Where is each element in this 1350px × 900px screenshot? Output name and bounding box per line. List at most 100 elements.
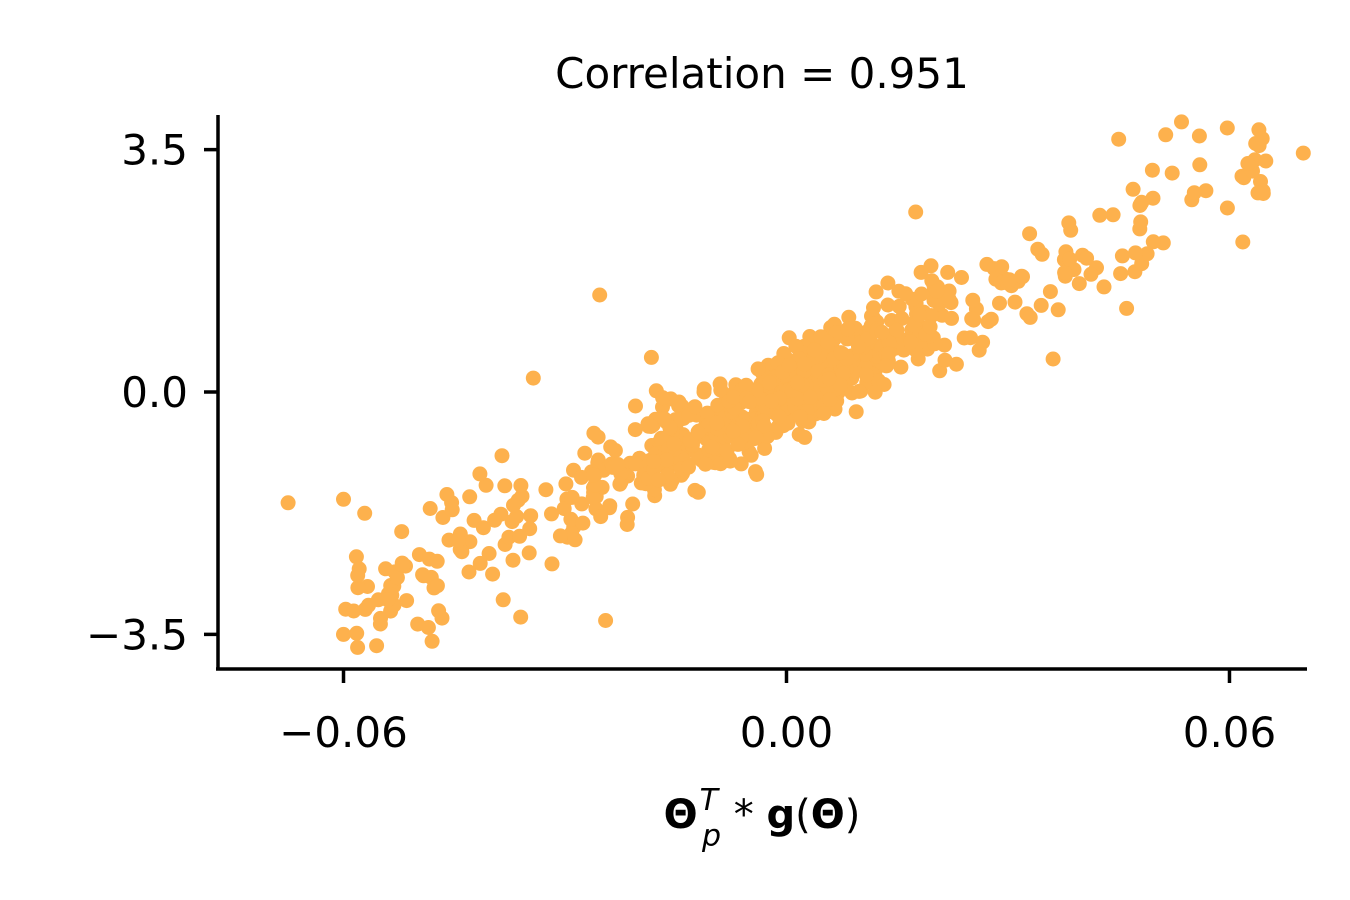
scatter-point bbox=[357, 505, 373, 521]
scatter-point bbox=[1119, 300, 1135, 316]
scatter-point bbox=[802, 389, 818, 405]
scatter-point bbox=[941, 291, 957, 307]
scatter-point bbox=[790, 375, 805, 391]
scatter-point bbox=[472, 555, 488, 571]
scatter-point bbox=[475, 520, 491, 536]
scatter-point bbox=[1186, 185, 1202, 201]
scatter-point bbox=[544, 506, 559, 522]
scatter-point bbox=[1125, 181, 1141, 197]
x-tick-label: 0.06 bbox=[1183, 708, 1277, 757]
scatter-point bbox=[924, 308, 939, 324]
scatter-point bbox=[914, 286, 929, 302]
scatter-point bbox=[1158, 127, 1174, 143]
scatter-point bbox=[592, 287, 608, 303]
x-ticks: −0.06 0.00 0.06 bbox=[279, 669, 1276, 757]
scatter-point bbox=[874, 324, 890, 340]
scatter-point bbox=[336, 491, 351, 507]
scatter-point bbox=[501, 529, 517, 545]
scatter-point bbox=[738, 377, 754, 393]
scatter-point bbox=[944, 310, 959, 326]
scatter-point bbox=[461, 564, 477, 580]
scatter-point bbox=[1219, 120, 1235, 136]
x-axis-label: ΘT p * g(Θ) bbox=[664, 783, 861, 854]
scatter-point bbox=[429, 578, 445, 594]
x-label-func: g bbox=[766, 792, 795, 838]
scatter-point bbox=[1114, 248, 1130, 264]
scatter-point bbox=[1042, 284, 1058, 300]
scatter-point bbox=[965, 292, 981, 308]
scatter-point bbox=[743, 447, 759, 463]
scatter-point bbox=[833, 345, 849, 361]
scatter-point bbox=[741, 394, 757, 410]
scatter-point bbox=[552, 528, 568, 544]
x-label-close-paren: ) bbox=[845, 792, 861, 838]
scatter-point bbox=[867, 384, 883, 400]
scatter-point bbox=[719, 443, 735, 459]
scatter-point bbox=[748, 429, 764, 445]
scatter-point bbox=[625, 496, 641, 512]
scatter-point bbox=[538, 482, 554, 498]
scatter-point bbox=[893, 359, 909, 375]
chart-title: Correlation = 0.951 bbox=[555, 49, 969, 98]
y-tick-label: 0.0 bbox=[121, 368, 188, 417]
scatter-point bbox=[586, 425, 602, 441]
scatter-point bbox=[713, 382, 729, 398]
scatter-point bbox=[372, 616, 388, 632]
scatter-point bbox=[450, 532, 466, 548]
scatter-point bbox=[696, 384, 712, 400]
scatter-point bbox=[1219, 200, 1235, 216]
scatter-point bbox=[1250, 185, 1266, 201]
scatter-point bbox=[602, 498, 618, 514]
scatter-point bbox=[1014, 268, 1030, 284]
scatter-point bbox=[1022, 309, 1038, 325]
scatter-point bbox=[389, 570, 405, 586]
scatter-point bbox=[690, 424, 706, 440]
scatter-point bbox=[929, 283, 945, 299]
x-label-operator: * bbox=[721, 792, 766, 838]
scatter-point bbox=[563, 511, 579, 527]
scatter-point bbox=[1240, 156, 1256, 171]
scatter-point bbox=[822, 392, 838, 407]
scatter-point bbox=[851, 339, 866, 355]
scatter-point bbox=[796, 356, 812, 372]
scatter-point bbox=[922, 319, 938, 335]
scatter-point bbox=[1083, 266, 1099, 282]
scatter-point bbox=[1145, 234, 1161, 250]
scatter-point bbox=[643, 419, 659, 434]
scatter-point bbox=[1235, 234, 1251, 250]
scatter-point bbox=[544, 556, 560, 572]
scatter-point bbox=[350, 639, 366, 655]
scatter-point bbox=[380, 592, 396, 608]
scatter-point bbox=[903, 334, 919, 350]
scatter-point bbox=[912, 307, 927, 323]
scatter-point bbox=[651, 472, 667, 488]
scatter-point bbox=[704, 439, 720, 455]
scatter-point bbox=[1022, 226, 1038, 242]
scatter-point bbox=[690, 484, 706, 500]
scatter-point bbox=[697, 456, 713, 472]
scatter-point bbox=[434, 610, 450, 626]
x-tick-label: 0.00 bbox=[740, 708, 834, 757]
scatter-point bbox=[567, 532, 583, 548]
scatter-point bbox=[687, 399, 703, 415]
scatter-point bbox=[681, 459, 696, 475]
scatter-point bbox=[575, 515, 591, 531]
x-label-arg: Θ bbox=[811, 792, 845, 838]
scatter-point bbox=[429, 553, 445, 569]
scatter-point bbox=[1057, 265, 1073, 281]
scatter-point bbox=[336, 626, 351, 642]
scatter-point bbox=[851, 383, 867, 399]
x-tick-label: −0.06 bbox=[279, 708, 408, 757]
scatter-point bbox=[1050, 302, 1066, 318]
scatter-point bbox=[348, 549, 364, 565]
x-label-open-paren: ( bbox=[795, 792, 811, 838]
scatter-point bbox=[416, 568, 432, 584]
scatter-point bbox=[394, 524, 410, 540]
scatter-point bbox=[659, 452, 675, 468]
scatter-point bbox=[1144, 162, 1160, 178]
scatter-point bbox=[350, 580, 366, 596]
scatter-point bbox=[1254, 131, 1270, 147]
scatter-point bbox=[444, 502, 460, 518]
scatter-point bbox=[762, 375, 777, 391]
scatter-point bbox=[749, 467, 765, 482]
